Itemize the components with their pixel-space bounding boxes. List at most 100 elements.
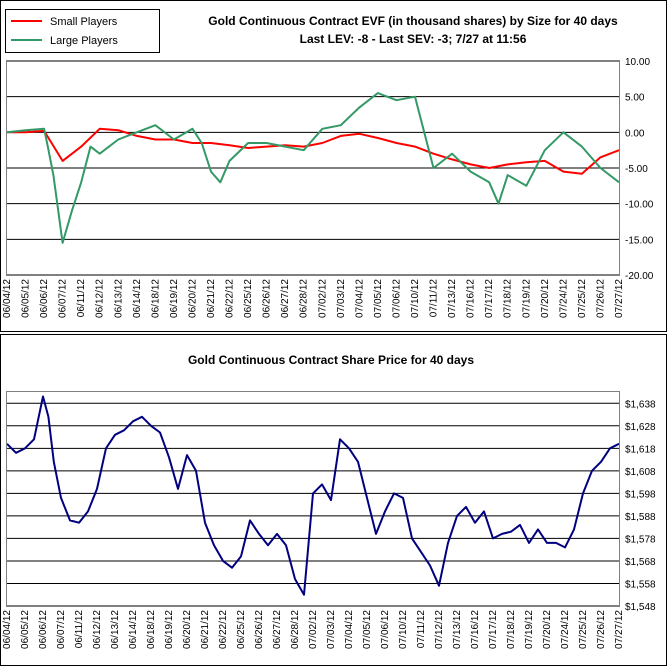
top-plot-area bbox=[6, 60, 620, 276]
top-chart-title: Gold Continuous Contract EVF (in thousan… bbox=[208, 14, 618, 28]
bottom-chart-x-tick-label: 06/19/12 bbox=[164, 610, 175, 649]
top-chart-x-tick-label: 06/13/12 bbox=[113, 279, 124, 318]
top-chart-x-tick-label: 07/24/12 bbox=[558, 279, 569, 318]
top-chart-x-tick-label: 07/20/12 bbox=[540, 279, 551, 318]
bottom-chart-x-tick-label: 07/20/12 bbox=[542, 610, 553, 649]
bottom-chart-x-tick-label: 06/18/12 bbox=[146, 610, 157, 649]
top-chart-x-tick-label: 07/16/12 bbox=[466, 279, 477, 318]
top-chart-x-tick-label: 06/18/12 bbox=[150, 279, 161, 318]
bottom-chart-x-tick-label: 06/26/12 bbox=[254, 610, 265, 649]
top-chart-x-tick-label: 06/06/12 bbox=[39, 279, 50, 318]
bottom-chart-x-tick-label: 07/16/12 bbox=[470, 610, 481, 649]
top-chart-x-tick-label: 06/05/12 bbox=[21, 279, 32, 318]
bottom-chart-frame bbox=[0, 334, 667, 666]
bottom-chart-y-tick-label: $1,598 bbox=[625, 489, 656, 500]
bottom-chart-x-tick-label: 06/28/12 bbox=[290, 610, 301, 649]
bottom-chart-y-tick-label: $1,628 bbox=[625, 422, 656, 433]
top-chart-x-tick-label: 07/25/12 bbox=[577, 279, 588, 318]
top-chart-x-tick-label: 06/12/12 bbox=[95, 279, 106, 318]
bottom-chart-x-tick-label: 06/21/12 bbox=[200, 610, 211, 649]
top-chart-x-tick-label: 06/04/12 bbox=[2, 279, 13, 318]
top-chart-y-tick-label: 10.00 bbox=[625, 57, 650, 68]
top-chart-y-tick-label: 0.00 bbox=[625, 128, 645, 139]
top-chart-x-tick-label: 07/11/12 bbox=[429, 279, 440, 318]
top-chart-y-tick-label: -5.00 bbox=[625, 164, 648, 175]
bottom-chart-x-tick-label: 07/11/12 bbox=[416, 610, 427, 649]
top-chart-x-tick-label: 07/06/12 bbox=[391, 279, 402, 318]
top-chart-x-tick-label: 06/14/12 bbox=[132, 279, 143, 318]
bottom-chart-x-tick-label: 07/25/12 bbox=[578, 610, 589, 649]
top-chart-x-tick-label: 06/19/12 bbox=[169, 279, 180, 318]
bottom-chart-x-tick-labels: 06/04/12 06/05/12 06/06/12 06/07/12 06/11/12… bbox=[2, 610, 625, 649]
top-chart-x-tick-labels: 06/04/12 06/05/12 06/06/12 06/07/12 06/11/12… bbox=[2, 279, 625, 318]
bottom-chart-x-tick-label: 07/17/12 bbox=[488, 610, 499, 649]
bottom-chart-y-tick-label: $1,548 bbox=[625, 602, 656, 613]
top-chart-series-line-large-players bbox=[6, 92, 620, 244]
bottom-chart-x-tick-label: 06/20/12 bbox=[182, 610, 193, 649]
bottom-chart-x-tick-label: 07/06/12 bbox=[380, 610, 391, 649]
top-chart-x-tick-label: 07/19/12 bbox=[521, 279, 532, 318]
bottom-chart-x-tick-label: 07/24/12 bbox=[560, 610, 571, 649]
bottom-chart-series bbox=[6, 395, 620, 596]
top-chart-x-tick-label: 06/26/12 bbox=[262, 279, 273, 318]
bottom-chart-y-tick-labels: $1,548 $1,558 $1,568 $1,578 $1,588 $1,598 $1,6… bbox=[625, 399, 656, 613]
top-chart-x-tick-label: 07/03/12 bbox=[336, 279, 347, 318]
top-chart-series bbox=[6, 92, 620, 244]
bottom-chart-x-tick-label: 07/12/12 bbox=[434, 610, 445, 649]
top-chart-x-tick-label: 06/21/12 bbox=[206, 279, 217, 318]
bottom-chart-x-tick-label: 06/13/12 bbox=[110, 610, 121, 649]
bottom-chart-x-tick-label: 07/27/12 bbox=[614, 610, 625, 649]
bottom-chart-y-tick-label: $1,618 bbox=[625, 444, 656, 455]
bottom-chart-x-tick-label: 07/13/12 bbox=[452, 610, 463, 649]
top-chart-x-tick-label: 06/27/12 bbox=[280, 279, 291, 318]
bottom-chart-x-tick-label: 07/02/12 bbox=[308, 610, 319, 649]
bottom-chart-x-tick-label: 06/05/12 bbox=[20, 610, 31, 649]
bottom-chart-x-tick-label: 07/05/12 bbox=[362, 610, 373, 649]
bottom-chart-x-tick-label: 06/07/12 bbox=[56, 610, 67, 649]
bottom-chart-y-tick-label: $1,608 bbox=[625, 467, 656, 478]
bottom-chart-x-tick-label: 06/22/12 bbox=[218, 610, 229, 649]
top-chart-x-tick-label: 06/25/12 bbox=[243, 279, 254, 318]
top-chart-x-tick-label: 07/05/12 bbox=[373, 279, 384, 318]
bottom-chart-x-tick-label: 07/03/12 bbox=[326, 610, 337, 649]
bottom-chart-x-tick-label: 06/12/12 bbox=[92, 610, 103, 649]
bottom-plot-area bbox=[6, 391, 620, 607]
top-chart-x-tick-label: 06/28/12 bbox=[299, 279, 310, 318]
top-chart-x-tick-label: 06/11/12 bbox=[76, 279, 87, 318]
top-chart-y-tick-label: 5.00 bbox=[625, 93, 645, 104]
legend-label-small-players: Small Players bbox=[50, 16, 118, 28]
top-chart-y-tick-label: -10.00 bbox=[625, 200, 654, 211]
bottom-chart-x-tick-label: 06/14/12 bbox=[128, 610, 139, 649]
bottom-chart-title: Gold Continuous Contract Share Price for… bbox=[188, 353, 474, 367]
bottom-chart-x-tick-label: 06/06/12 bbox=[38, 610, 49, 649]
top-chart-x-tick-label: 07/18/12 bbox=[503, 279, 514, 318]
top-chart-x-tick-label: 07/10/12 bbox=[410, 279, 421, 318]
bottom-chart-y-tick-label: $1,568 bbox=[625, 557, 656, 568]
bottom-chart-y-tick-label: $1,638 bbox=[625, 399, 656, 410]
bottom-chart-x-tick-label: 07/04/12 bbox=[344, 610, 355, 649]
bottom-chart-x-tick-label: 07/26/12 bbox=[596, 610, 607, 649]
top-chart-x-tick-label: 07/13/12 bbox=[447, 279, 458, 318]
top-chart-x-tick-label: 07/26/12 bbox=[595, 279, 606, 318]
top-chart-y-tick-labels: 10.00 5.00 0.00 -5.00 -10.00 -15.00 -20.00 bbox=[625, 57, 654, 282]
legend-box bbox=[5, 9, 160, 53]
bottom-chart-series-line-price bbox=[6, 395, 620, 596]
bottom-chart-x-tick-label: 06/27/12 bbox=[272, 610, 283, 649]
top-chart-legend: Small Players Large Players bbox=[5, 9, 160, 53]
top-chart-x-tick-label: 06/20/12 bbox=[187, 279, 198, 318]
top-chart-x-tick-label: 07/04/12 bbox=[354, 279, 365, 318]
bottom-chart-y-tick-label: $1,588 bbox=[625, 512, 656, 523]
top-chart-x-tick-label: 07/17/12 bbox=[484, 279, 495, 318]
top-chart-x-tick-label: 07/02/12 bbox=[317, 279, 328, 318]
bottom-chart-y-tick-label: $1,578 bbox=[625, 534, 656, 545]
top-chart-series-line-small-players bbox=[7, 127, 620, 175]
top-chart-y-tick-label: -20.00 bbox=[625, 271, 654, 282]
bottom-chart-x-tick-label: 07/10/12 bbox=[398, 610, 409, 649]
bottom-chart-y-tick-label: $1,558 bbox=[625, 579, 656, 590]
top-chart-x-tick-label: 06/07/12 bbox=[58, 279, 69, 318]
top-chart-subtitle: Last LEV: -8 - Last SEV: -3; 7/27 at 11:… bbox=[300, 32, 527, 46]
top-chart-x-tick-label: 06/22/12 bbox=[225, 279, 236, 318]
bottom-chart-x-tick-label: 06/25/12 bbox=[236, 610, 247, 649]
top-chart-y-tick-label: -15.00 bbox=[625, 235, 654, 246]
